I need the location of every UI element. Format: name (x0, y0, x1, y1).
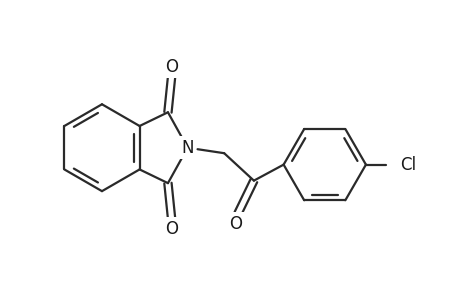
Text: Cl: Cl (399, 156, 415, 174)
Text: N: N (181, 139, 193, 157)
Text: O: O (165, 58, 178, 76)
Text: O: O (229, 214, 241, 232)
Text: O: O (165, 220, 178, 238)
